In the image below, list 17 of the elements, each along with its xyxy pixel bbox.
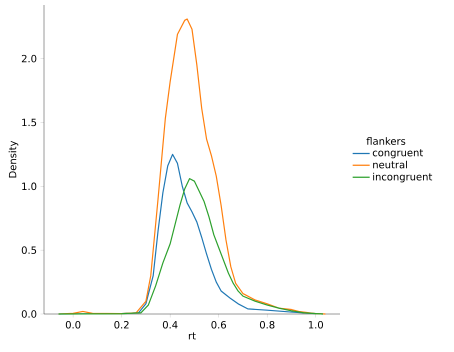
- legend-label: congruent: [372, 149, 424, 158]
- legend-title: flankers: [366, 137, 406, 145]
- x-tick-label: 0.8: [260, 321, 274, 329]
- legend-label: neutral: [373, 160, 407, 168]
- y-tick-label: 1.5: [22, 118, 36, 126]
- y-tick-label: 0.0: [22, 310, 36, 318]
- x-tick-label: 0.2: [114, 321, 129, 329]
- x-axis-title: rt: [188, 332, 196, 340]
- y-tick-label: 2.0: [22, 54, 36, 62]
- y-tick-label: 0.5: [22, 246, 36, 254]
- x-tick-label: 1.0: [308, 321, 324, 329]
- x-tick-label: 0.0: [66, 321, 80, 329]
- y-tick-label: 1.0: [22, 182, 36, 190]
- legend-label: incongruent: [373, 172, 432, 182]
- x-tick-label: 0.4: [162, 321, 178, 329]
- y-axis-title: Density: [8, 140, 18, 178]
- x-tick-label: 0.6: [211, 321, 226, 329]
